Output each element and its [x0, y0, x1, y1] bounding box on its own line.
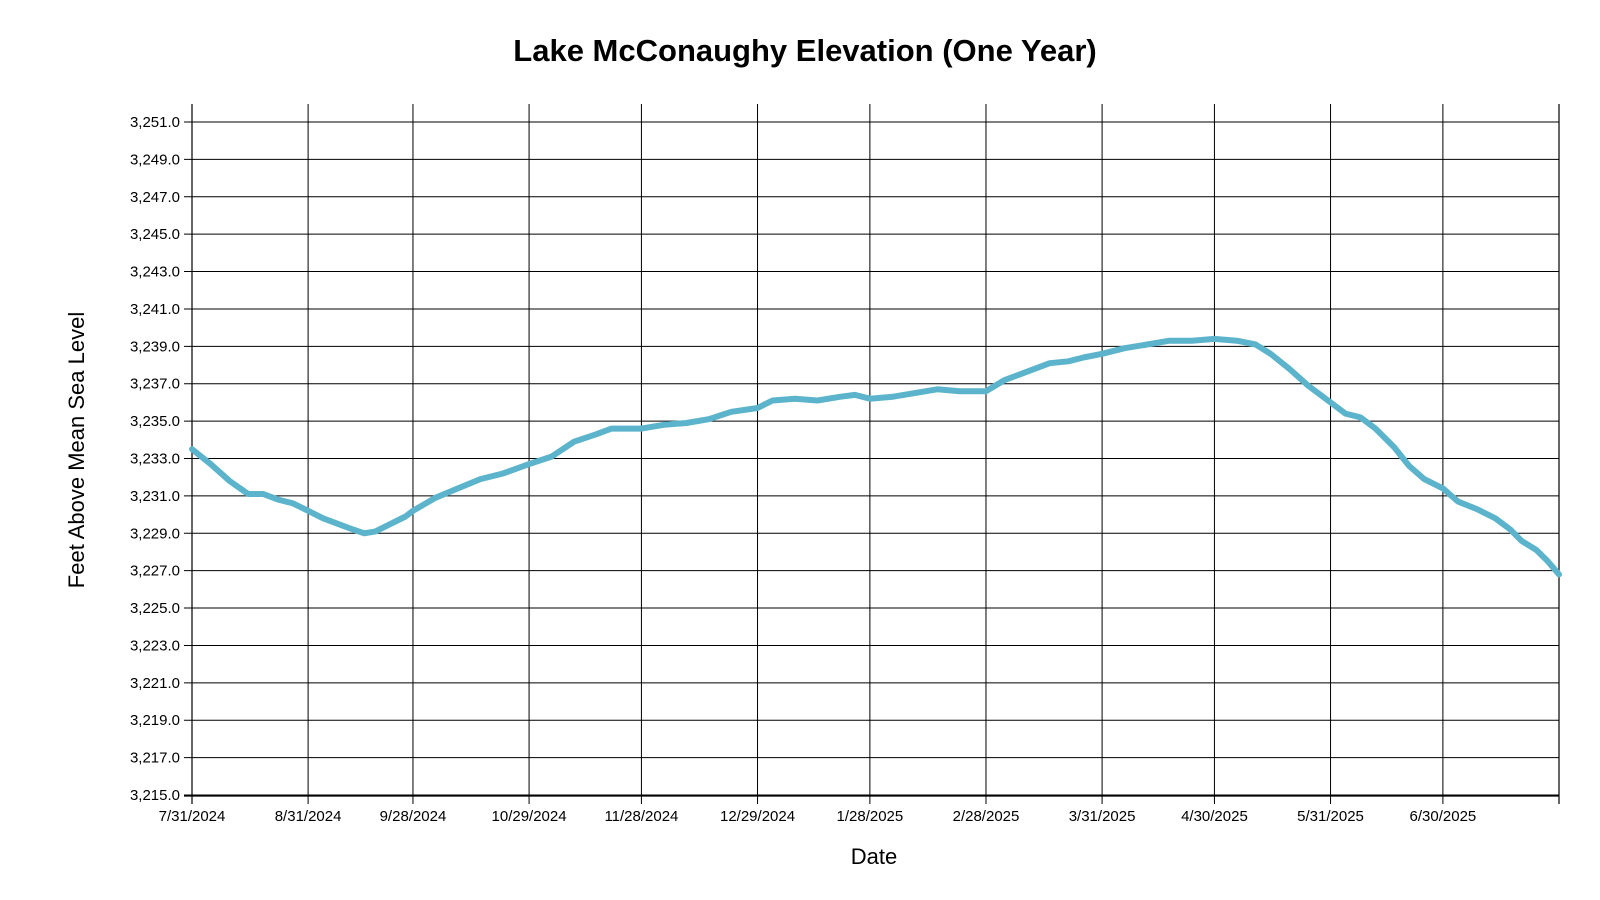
- y-tick-label: 3,221.0: [130, 675, 180, 692]
- y-tick-label: 3,217.0: [130, 750, 180, 767]
- y-tick-label: 3,245.0: [130, 226, 180, 243]
- y-tick-label: 3,251.0: [130, 114, 180, 131]
- y-tick-label: 3,223.0: [130, 637, 180, 654]
- x-tick-label: 3/31/2025: [1069, 808, 1136, 825]
- x-tick-label: 11/28/2024: [604, 808, 678, 825]
- axes: [184, 104, 1560, 804]
- x-tick-label: 10/29/2024: [492, 808, 567, 825]
- x-tick-label: 6/30/2025: [1410, 808, 1477, 825]
- y-axis-title: Feet Above Mean Sea Level: [64, 312, 89, 588]
- x-tick-label: 8/31/2024: [275, 808, 342, 825]
- y-tick-label: 3,243.0: [130, 264, 180, 281]
- x-tick-label: 9/28/2024: [380, 808, 447, 825]
- y-tick-label: 3,225.0: [130, 600, 180, 617]
- y-tick-label: 3,215.0: [130, 787, 180, 804]
- y-tick-label: 3,247.0: [130, 189, 180, 206]
- x-axis-ticks: 7/31/2024 8/31/2024 9/28/2024 10/29/2024 11/…: [159, 808, 1477, 825]
- x-tick-label: 4/30/2025: [1181, 808, 1248, 825]
- y-tick-label: 3,241.0: [130, 301, 180, 318]
- y-tick-label: 3,249.0: [130, 151, 180, 168]
- y-tick-label: 3,233.0: [130, 451, 180, 468]
- x-tick-label: 12/29/2024: [720, 808, 795, 825]
- x-axis-title: Date: [851, 844, 897, 869]
- y-tick-label: 3,219.0: [130, 712, 180, 729]
- elevation-series-line: [189, 335, 1562, 578]
- y-tick-label: 3,227.0: [130, 563, 180, 580]
- y-tick-label: 3,235.0: [130, 413, 180, 430]
- x-tick-label: 2/28/2025: [953, 808, 1020, 825]
- y-tick-label: 3,237.0: [130, 376, 180, 393]
- y-tick-label: 3,239.0: [130, 338, 180, 355]
- y-axis-ticks: 3,215.0 3,217.0 3,219.0 3,221.0 3,223.0 3,225…: [130, 114, 180, 804]
- chart-title: Lake McConaughy Elevation (One Year): [513, 33, 1096, 68]
- x-tick-label: 1/28/2025: [837, 808, 904, 825]
- grid: [184, 104, 1559, 804]
- x-tick-label: 5/31/2025: [1297, 808, 1364, 825]
- series-group: [189, 335, 1562, 578]
- y-tick-label: 3,231.0: [130, 488, 180, 505]
- y-tick-label: 3,229.0: [130, 525, 180, 542]
- x-tick-label: 7/31/2024: [159, 808, 226, 825]
